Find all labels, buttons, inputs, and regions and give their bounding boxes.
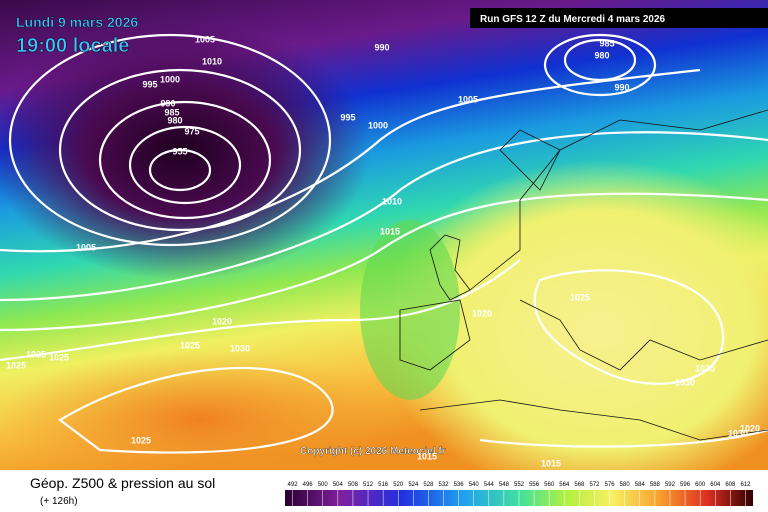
colorbar-label: 524 (408, 482, 419, 488)
isobar-label: 1020 (212, 316, 232, 326)
isobar-label: 985 (164, 107, 179, 117)
isobar-label: 990 (614, 82, 629, 92)
colorbar-label: 568 (574, 482, 585, 488)
colorbar-label: 608 (725, 482, 736, 488)
warm-area (0, 350, 400, 490)
coastlines (399, 109, 768, 441)
colorbar-label: 556 (529, 482, 540, 488)
colorbar-label: 600 (695, 482, 706, 488)
colorbar-label: 504 (333, 482, 344, 488)
date: Lundi 9 mars 2026 (16, 14, 138, 30)
colorbar-label: 548 (499, 482, 510, 488)
footer-lead: (+ 126h) (40, 496, 78, 507)
run-info: Run GFS 12 Z du Mercredi 4 mars 2026 (480, 14, 666, 25)
isobar-label: 975 (184, 126, 199, 136)
colorbar-label: 580 (620, 482, 631, 488)
isobar-label: 1000 (368, 120, 388, 130)
colorbar-label: 576 (605, 482, 616, 488)
isobar-label: 1015 (380, 226, 400, 236)
isobar-label: 1020 (740, 423, 760, 433)
colorbar-label: 604 (710, 482, 721, 488)
trough (360, 220, 460, 400)
colorbar-label: 596 (680, 482, 691, 488)
isobar-label: 1025 (180, 340, 200, 350)
isobar-label: 990 (374, 42, 389, 52)
isobar-label: 1035 (695, 363, 715, 373)
isobar-label: 1015 (417, 451, 437, 461)
isobar-label: 1010 (382, 196, 402, 206)
colorbar-label: 500 (318, 482, 329, 488)
colorbar-label: 572 (589, 482, 600, 488)
colorbar-label: 508 (348, 482, 359, 488)
isobar-label: 1010 (202, 56, 222, 66)
isobar-label: 990 (160, 98, 175, 108)
isobar-label: 985 (599, 38, 614, 48)
colorbar-label: 588 (650, 482, 661, 488)
colorbar-label: 520 (393, 482, 404, 488)
time: 19:00 locale (16, 35, 129, 57)
isobar-label: 1025 (49, 352, 69, 362)
isobar-label: 1005 (76, 242, 96, 252)
isobar-label: 1015 (541, 458, 561, 468)
colorbar-label: 612 (740, 482, 751, 488)
colorbar-label: 540 (469, 482, 480, 488)
isobar-label: 1030 (675, 377, 695, 387)
copyright: Copyright (c) 2026 Meteociel.fr (300, 446, 446, 457)
run-box (470, 8, 768, 28)
isobar-label: 1025 (6, 360, 26, 370)
colorbar-label: 592 (665, 482, 676, 488)
colorbar-label: 544 (484, 482, 495, 488)
colorbar-label: 564 (559, 482, 570, 488)
colorbar-label: 512 (363, 482, 374, 488)
isobar-label: 980 (167, 115, 182, 125)
colorbar-label: 552 (514, 482, 525, 488)
colorbar-label: 532 (439, 482, 450, 488)
isobar-label: 980 (594, 50, 609, 60)
isobar-label: 1025 (131, 435, 151, 445)
colorbar-label: 536 (454, 482, 465, 488)
isobar-label: 1005 (195, 34, 215, 44)
high-pressure (380, 160, 768, 500)
colorbar-label: 496 (303, 482, 314, 488)
colorbar-label: 560 (544, 482, 555, 488)
colorbar-label: 528 (423, 482, 434, 488)
isobar-label: 1005 (458, 94, 478, 104)
isobar-label: 1025 (26, 349, 46, 359)
isobars (0, 33, 768, 454)
colorbar-label: 492 (288, 482, 299, 488)
isobar-label: 995 (142, 79, 157, 89)
colorbar-label: 516 (378, 482, 389, 488)
isobar-label: 955 (172, 146, 187, 156)
isobar-label: 1030 (728, 428, 748, 438)
isobar-label: 995 (340, 112, 355, 122)
colorbar-label: 584 (635, 482, 646, 488)
colorbar-ticks: 492 496 500 504 508 512 516 520 524 528 532 536 540 5… (288, 482, 751, 506)
isobar-label: 1000 (160, 74, 180, 84)
isobar-label: 1020 (472, 308, 492, 318)
isobar-label: 1030 (230, 343, 250, 353)
isobar-label: 1025 (570, 292, 590, 302)
footer-title: Géop. Z500 & pression au sol (30, 475, 215, 491)
